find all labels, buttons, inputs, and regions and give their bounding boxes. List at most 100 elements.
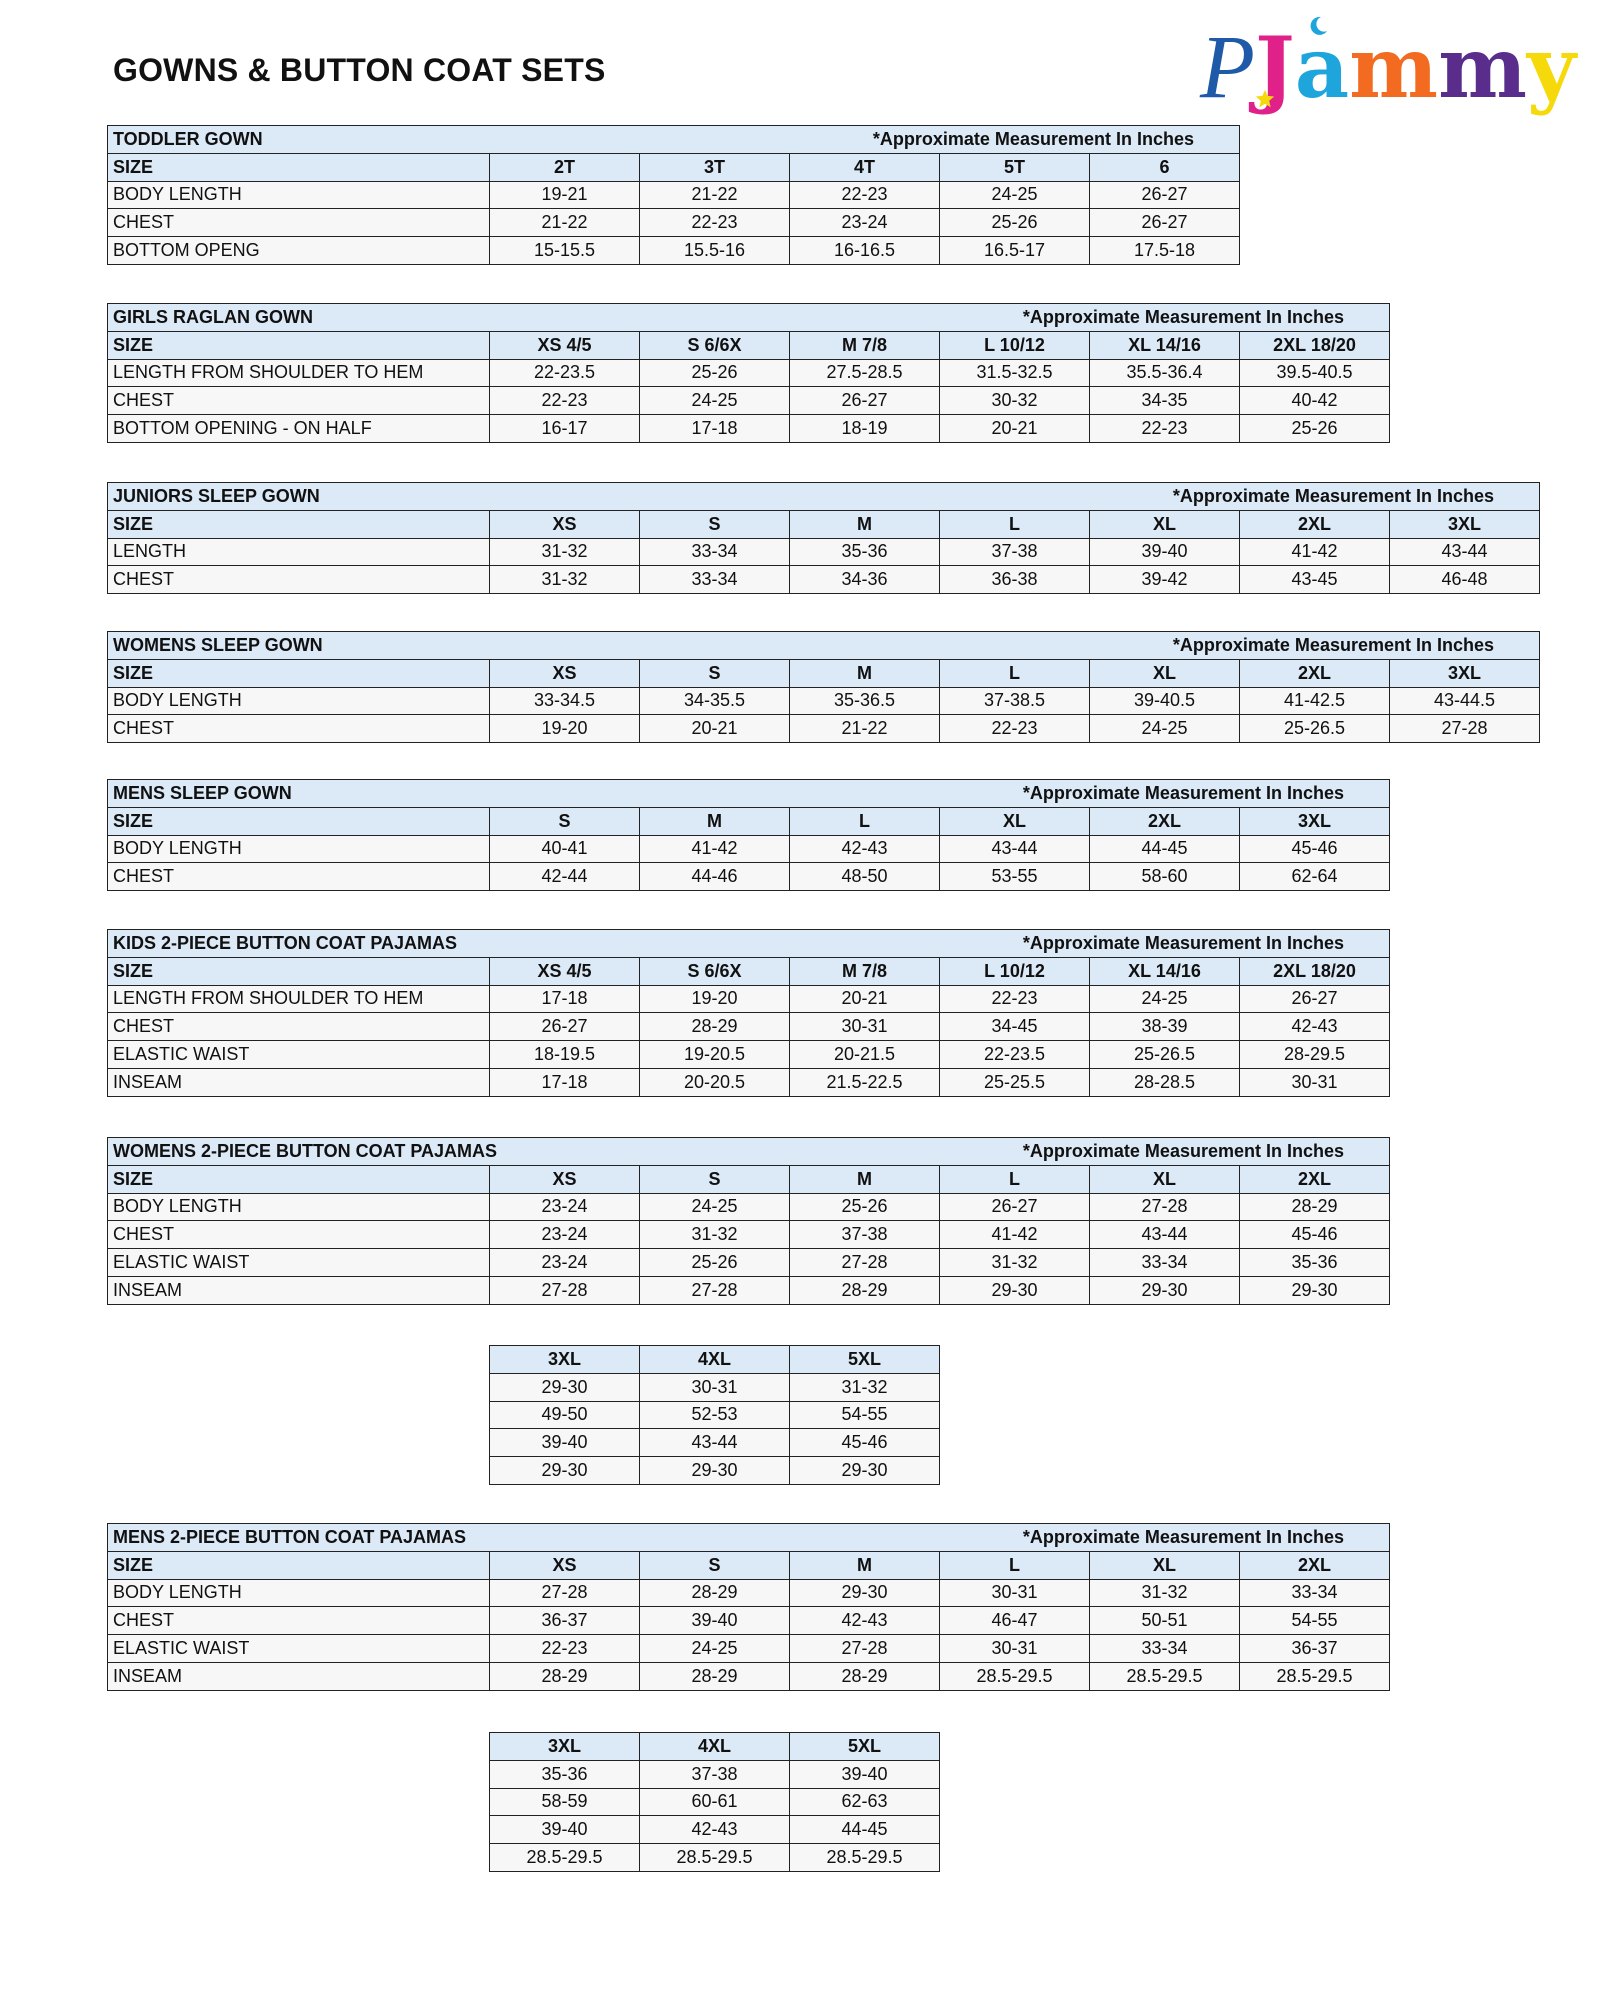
column-header: M bbox=[639, 806, 790, 836]
measurement-cell: 44-45 bbox=[1089, 834, 1240, 864]
header-row: SIZE S M L XL 2XL 3XL bbox=[107, 806, 1390, 836]
measurement-cell: 43-44 bbox=[1089, 1220, 1240, 1250]
table-row: BODY LENGTH 23-24 24-25 25-26 26-27 27-28 28-2… bbox=[107, 1192, 1390, 1222]
column-header: 2XL bbox=[1239, 1164, 1390, 1194]
measurement-cell: 21.5-22.5 bbox=[789, 1067, 940, 1097]
column-header: SIZE bbox=[107, 658, 490, 688]
table-row: CHEST 22-23 24-25 26-27 30-32 34-35 40-42 bbox=[107, 386, 1390, 416]
column-header: M 7/8 bbox=[789, 956, 940, 986]
measurement-cell: 54-55 bbox=[1239, 1606, 1390, 1636]
row-label: CHEST bbox=[107, 1220, 490, 1250]
row-label: BODY LENGTH bbox=[107, 1192, 490, 1222]
mens-sleep-gown-table: MENS SLEEP GOWN *Approximate Measurement … bbox=[107, 779, 1390, 892]
measurement-cell: 40-42 bbox=[1239, 386, 1390, 416]
measurement-cell: 19-20.5 bbox=[639, 1040, 790, 1069]
table-title-row: WOMENS 2-PIECE BUTTON COAT PAJAMAS *Appro… bbox=[107, 1137, 1390, 1166]
measurement-cell: 37-38 bbox=[639, 1759, 790, 1789]
measurement-cell: 41-42 bbox=[1239, 537, 1390, 567]
measurement-cell: 16.5-17 bbox=[939, 236, 1090, 265]
measurement-cell: 25-25.5 bbox=[939, 1067, 1090, 1097]
table-row: 28.5-29.5 28.5-29.5 28.5-29.5 bbox=[489, 1843, 940, 1872]
table-row: 49-50 52-53 54-55 bbox=[489, 1400, 940, 1430]
measurement-cell: 34-45 bbox=[939, 1012, 1090, 1042]
measurement-cell: 16-16.5 bbox=[789, 236, 940, 265]
measurement-cell: 37-38 bbox=[939, 537, 1090, 567]
header-row: SIZE 2T 3T 4T 5T 6 bbox=[107, 152, 1240, 182]
womens-sleep-gown-table: WOMENS SLEEP GOWN *Approximate Measuremen… bbox=[107, 631, 1540, 744]
measurement-cell: 35-36 bbox=[789, 537, 940, 567]
column-header: L bbox=[789, 806, 940, 836]
measurement-cell: 28-29 bbox=[639, 1661, 790, 1691]
row-label: CHEST bbox=[107, 1012, 490, 1042]
table-row: LENGTH FROM SHOULDER TO HEM 17-18 19-20 20-… bbox=[107, 984, 1390, 1014]
measurement-cell: 43-44 bbox=[1389, 537, 1540, 567]
row-label: ELASTIC WAIST bbox=[107, 1634, 490, 1663]
measurement-cell: 40-41 bbox=[489, 834, 640, 864]
header-row: SIZE XS S M L XL 2XL bbox=[107, 1164, 1390, 1194]
table-row: LENGTH FROM SHOULDER TO HEM 22-23.5 25-26 2… bbox=[107, 358, 1390, 388]
column-header: XS 4/5 bbox=[489, 956, 640, 986]
column-header: XS 4/5 bbox=[489, 330, 640, 360]
measurement-note: *Approximate Measurement In Inches bbox=[1172, 485, 1494, 506]
measurement-cell: 29-30 bbox=[789, 1578, 940, 1608]
table-row: 39-40 43-44 45-46 bbox=[489, 1428, 940, 1458]
table-title-cell: WOMENS 2-PIECE BUTTON COAT PAJAMAS *Appro… bbox=[107, 1137, 1390, 1166]
row-label: ELASTIC WAIST bbox=[107, 1248, 490, 1277]
measurement-cell: 48-50 bbox=[789, 862, 940, 892]
measurement-cell: 35-36 bbox=[489, 1759, 640, 1789]
column-header: 5XL bbox=[789, 1345, 940, 1374]
measurement-cell: 39-42 bbox=[1089, 565, 1240, 595]
table-row: ELASTIC WAIST 23-24 25-26 27-28 31-32 33-34 35… bbox=[107, 1248, 1390, 1277]
measurement-cell: 45-46 bbox=[789, 1428, 940, 1458]
measurement-cell: 43-44 bbox=[939, 834, 1090, 864]
measurement-cell: 31-32 bbox=[489, 537, 640, 567]
table-row: 58-59 60-61 62-63 bbox=[489, 1787, 940, 1817]
table-row: BODY LENGTH 27-28 28-29 29-30 30-31 31-32 33-3… bbox=[107, 1578, 1390, 1608]
table-title-bar: WOMENS SLEEP GOWN *Approximate Measuremen… bbox=[113, 635, 1534, 656]
measurement-cell: 27-28 bbox=[789, 1634, 940, 1663]
measurement-cell: 35-36.5 bbox=[789, 686, 940, 716]
measurement-cell: 39-40 bbox=[789, 1759, 940, 1789]
measurement-cell: 50-51 bbox=[1089, 1606, 1240, 1636]
column-header: XL bbox=[1089, 658, 1240, 688]
measurement-cell: 35.5-36.4 bbox=[1089, 358, 1240, 388]
column-header: 3XL bbox=[1389, 509, 1540, 539]
row-label: CHEST bbox=[107, 565, 490, 595]
measurement-cell: 28-29 bbox=[1239, 1192, 1390, 1222]
column-header: XS bbox=[489, 1550, 640, 1580]
measurement-note: *Approximate Measurement In Inches bbox=[1022, 782, 1344, 803]
measurement-cell: 41-42.5 bbox=[1239, 686, 1390, 716]
table-row: CHEST 26-27 28-29 30-31 34-45 38-39 42-43 bbox=[107, 1012, 1390, 1042]
measurement-cell: 42-44 bbox=[489, 862, 640, 892]
table-row: CHEST 19-20 20-21 21-22 22-23 24-25 25-26.5 27-… bbox=[107, 714, 1540, 744]
measurement-cell: 17-18 bbox=[489, 1067, 640, 1097]
header-row: SIZE XS S M L XL 2XL 3XL bbox=[107, 509, 1540, 539]
measurement-cell: 21-22 bbox=[489, 208, 640, 238]
measurement-cell: 27-28 bbox=[489, 1275, 640, 1305]
table-row: CHEST 31-32 33-34 34-36 36-38 39-42 43-45 46-48 bbox=[107, 565, 1540, 595]
measurement-cell: 26-27 bbox=[789, 386, 940, 416]
table-title: JUNIORS SLEEP GOWN bbox=[113, 485, 320, 506]
measurement-cell: 33-34 bbox=[1089, 1248, 1240, 1277]
column-header: S bbox=[639, 1550, 790, 1580]
measurement-cell: 30-31 bbox=[939, 1634, 1090, 1663]
column-header: 4T bbox=[789, 152, 940, 182]
measurement-cell: 31-32 bbox=[639, 1220, 790, 1250]
measurement-cell: 53-55 bbox=[939, 862, 1090, 892]
row-label: BOTTOM OPENG bbox=[107, 236, 490, 265]
table-row: ELASTIC WAIST 22-23 24-25 27-28 30-31 33-34 36… bbox=[107, 1634, 1390, 1663]
table-title-row: WOMENS SLEEP GOWN *Approximate Measuremen… bbox=[107, 631, 1540, 660]
page-title: GOWNS & BUTTON COAT SETS bbox=[113, 52, 606, 88]
measurement-cell: 19-20 bbox=[639, 984, 790, 1014]
measurement-cell: 23-24 bbox=[489, 1192, 640, 1222]
column-header: S 6/6X bbox=[639, 330, 790, 360]
measurement-cell: 29-30 bbox=[789, 1456, 940, 1485]
measurement-cell: 18-19 bbox=[789, 414, 940, 443]
measurement-cell: 23-24 bbox=[789, 208, 940, 238]
column-header: 2XL 18/20 bbox=[1239, 330, 1390, 360]
table-row: CHEST 21-22 22-23 23-24 25-26 26-27 bbox=[107, 208, 1240, 238]
measurement-cell: 22-23 bbox=[489, 1634, 640, 1663]
column-header: SIZE bbox=[107, 1164, 490, 1194]
column-header: XS bbox=[489, 509, 640, 539]
measurement-cell: 33-34 bbox=[639, 565, 790, 595]
